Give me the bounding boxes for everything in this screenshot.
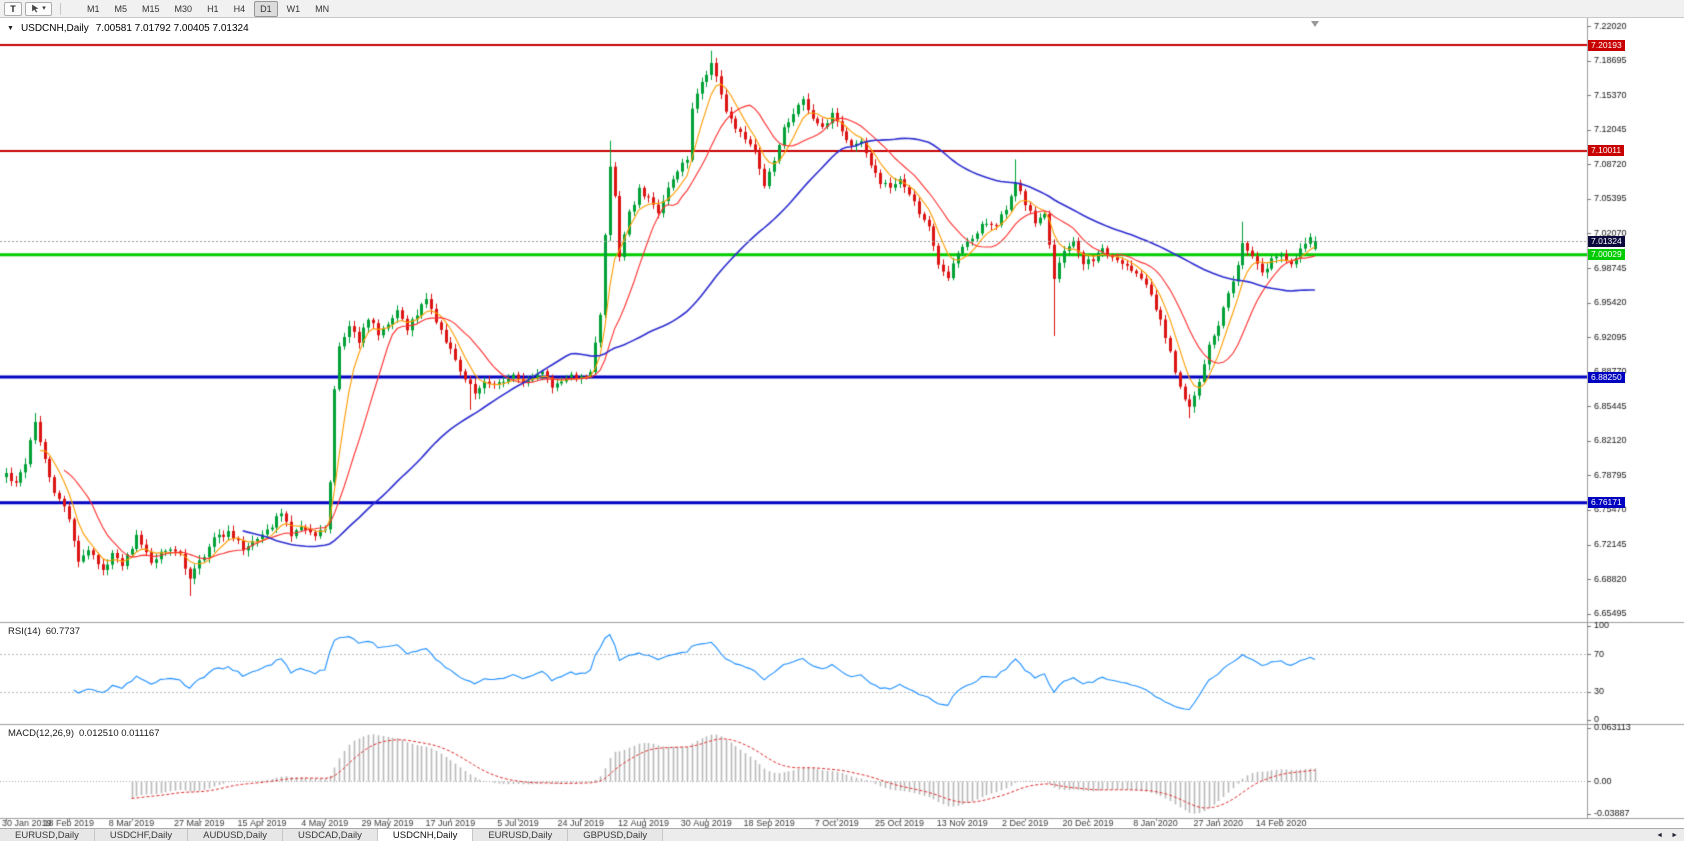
cursor-icon <box>32 4 39 13</box>
chart-shift-marker[interactable] <box>1311 21 1319 27</box>
chart-tabs: EURUSD,Daily USDCHF,Daily AUDUSD,Daily USDC… <box>0 829 664 841</box>
price-tag-resistance-upper[interactable]: 7.20193 <box>1588 39 1625 51</box>
text-tool-button[interactable]: T <box>4 1 22 16</box>
one-click-trading-expander[interactable]: ▼ <box>7 25 14 32</box>
timeframe-button-m30[interactable]: M30 <box>174 3 193 14</box>
timeframe-button-m1[interactable]: M1 <box>87 3 100 14</box>
symbol-tab-1-usdchf-daily[interactable]: USDCHF,Daily <box>94 829 189 841</box>
timeframe-button-w1[interactable]: W1 <box>286 3 301 14</box>
symbol-tab-6-gbpusd-daily[interactable]: GBPUSD,Daily <box>568 829 664 841</box>
macd-indicator-label: MACD(12,26,9) 0.012510 0.011167 <box>8 728 164 739</box>
timeframe-group: M1 M5 M15 M30 H1 H4 D1 W1 MN <box>81 0 335 17</box>
symbol-tab-2-audusd-daily[interactable]: AUDUSD,Daily <box>188 829 284 841</box>
chart-toolbar: T ▾ M1 M5 M15 M30 H1 H4 D1 W1 MN <box>0 0 1684 18</box>
symbol-tab-5-eurusd-daily[interactable]: EURUSD,Daily <box>473 829 569 841</box>
rsi-indicator-label: RSI(14) 60.7737 <box>8 626 85 637</box>
price-tag-support-blue-lower[interactable]: 6.76171 <box>1588 497 1625 509</box>
drawing-tool-button[interactable]: ▾ <box>25 1 52 16</box>
price-tag-support-green[interactable]: 7.00029 <box>1588 249 1625 261</box>
chart-title: ▼ USDCNH,Daily 7.00581 7.01792 7.00405 7… <box>7 23 249 34</box>
tabs-scroll-right-button[interactable]: ► <box>1671 831 1678 839</box>
symbol-tab-4-usdcnh-daily[interactable]: USDCNH,Daily <box>377 829 474 841</box>
chart-tab-bar: EURUSD,Daily USDCHF,Daily AUDUSD,Daily USDC… <box>0 828 1684 841</box>
timeframe-button-h4[interactable]: H4 <box>233 3 246 14</box>
current-price-tag: 7.01324 <box>1588 235 1625 247</box>
caret-down-icon: ▾ <box>42 5 46 12</box>
timeframe-button-m15[interactable]: M15 <box>142 3 160 14</box>
symbol-tab-3-usdcad-daily[interactable]: USDCAD,Daily <box>283 829 378 841</box>
macd-values: 0.012510 0.011167 <box>79 728 160 739</box>
chart-symbol-period: USDCNH,Daily <box>20 23 89 34</box>
rsi-name: RSI(14) <box>8 626 41 637</box>
chart-ohlc-values: 7.00581 7.01792 7.00405 7.01324 <box>95 23 249 34</box>
price-tag-support-blue-upper[interactable]: 6.88250 <box>1588 371 1625 383</box>
timeframe-button-d1[interactable]: D1 <box>254 0 278 17</box>
rsi-value: 60.7737 <box>45 626 81 637</box>
price-tag-resistance-mid[interactable]: 7.10011 <box>1588 145 1625 157</box>
macd-name: MACD(12,26,9) <box>8 728 74 739</box>
toolbar-separator <box>60 2 61 15</box>
timeframe-button-mn[interactable]: MN <box>315 3 330 14</box>
tab-scroll-arrows: ◄ ► <box>1653 829 1681 841</box>
chart-canvas[interactable] <box>0 18 1684 828</box>
tabs-scroll-left-button[interactable]: ◄ <box>1656 831 1664 839</box>
timeframe-button-m5[interactable]: M5 <box>114 3 128 14</box>
symbol-tab-0-eurusd-daily[interactable]: EURUSD,Daily <box>0 829 95 841</box>
timeframe-button-h1[interactable]: H1 <box>207 3 219 14</box>
